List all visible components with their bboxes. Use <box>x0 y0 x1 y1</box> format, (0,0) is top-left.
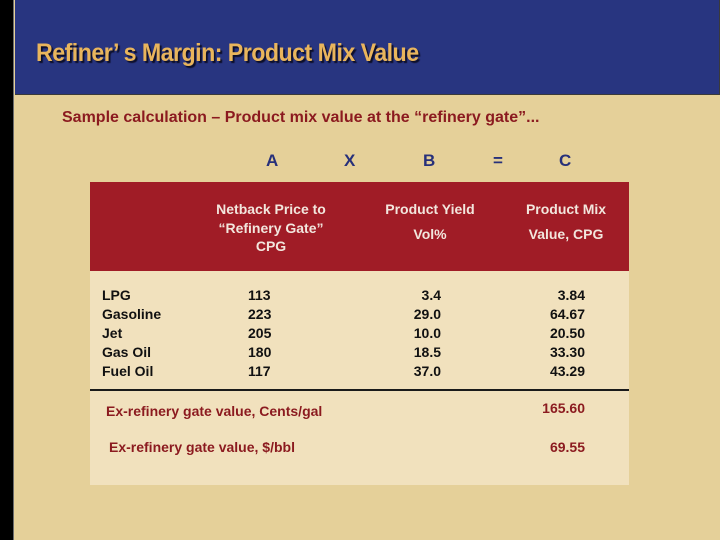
table-row: Jet 205 10.0 20.50 <box>90 324 629 343</box>
product-yield: 29.0 <box>413 306 441 322</box>
product-yield: 37.0 <box>413 363 441 379</box>
product-name: Fuel Oil <box>102 363 154 379</box>
table-row: LPG 113 3.4 3.84 <box>90 286 629 305</box>
slide-subtitle: Sample calculation – Product mix value a… <box>62 109 540 126</box>
product-name: LPG <box>102 287 131 303</box>
product-yield: 10.0 <box>413 325 441 341</box>
product-name: Gas Oil <box>102 344 152 360</box>
summary-row-cents-per-gal: Ex-refinery gate value, Cents/gal 165.60 <box>90 400 629 421</box>
product-mix-value: 43.29 <box>549 363 585 379</box>
summary-label: Ex-refinery gate value, $/bbl <box>109 439 295 455</box>
table-header: Netback Price to “Refinery Gate” CPG Pro… <box>90 182 629 271</box>
netback-price: 180 <box>248 344 272 360</box>
product-name: Gasoline <box>102 306 162 322</box>
netback-price: 205 <box>248 325 272 341</box>
header-product-mix-value: Product Mix Value, CPG <box>525 201 607 242</box>
product-mix-value: 33.30 <box>549 344 585 360</box>
header-product-yield: Product Yield Vol% <box>385 201 475 242</box>
formula-times: X <box>344 151 356 170</box>
table-row: Fuel Oil 117 37.0 43.29 <box>90 362 629 381</box>
slide-title: Refiner’ s Margin: Product Mix Value <box>36 39 419 67</box>
summary-label: Ex-refinery gate value, Cents/gal <box>106 403 323 419</box>
netback-price: 117 <box>248 363 271 379</box>
product-mix-value: 3.84 <box>557 287 585 303</box>
title-bar: Refiner’ s Margin: Product Mix Value <box>15 0 720 95</box>
product-mix-value: 64.67 <box>549 306 585 322</box>
table-divider <box>90 389 629 391</box>
table-row: Gasoline 223 29.0 64.67 <box>90 305 629 324</box>
product-mix-table: Netback Price to “Refinery Gate” CPG Pro… <box>90 182 629 485</box>
product-yield: 18.5 <box>413 344 441 360</box>
product-mix-value: 20.50 <box>549 325 585 341</box>
formula-equals: = <box>493 151 503 170</box>
formula-a: A <box>266 151 279 170</box>
summary-value: 69.55 <box>549 439 585 455</box>
netback-price: 113 <box>248 287 271 303</box>
header-netback-price: Netback Price to “Refinery Gate” CPG <box>216 201 326 254</box>
formula-c: C <box>559 151 572 170</box>
product-yield: 3.4 <box>421 287 441 303</box>
table-row: Gas Oil 180 18.5 33.30 <box>90 343 629 362</box>
formula-b: B <box>423 151 436 170</box>
left-edge-strip <box>0 0 14 540</box>
summary-row-dollars-per-bbl: Ex-refinery gate value, $/bbl 69.55 <box>90 437 629 457</box>
summary-value: 165.60 <box>542 400 585 416</box>
product-name: Jet <box>102 325 123 341</box>
netback-price: 223 <box>248 306 272 322</box>
